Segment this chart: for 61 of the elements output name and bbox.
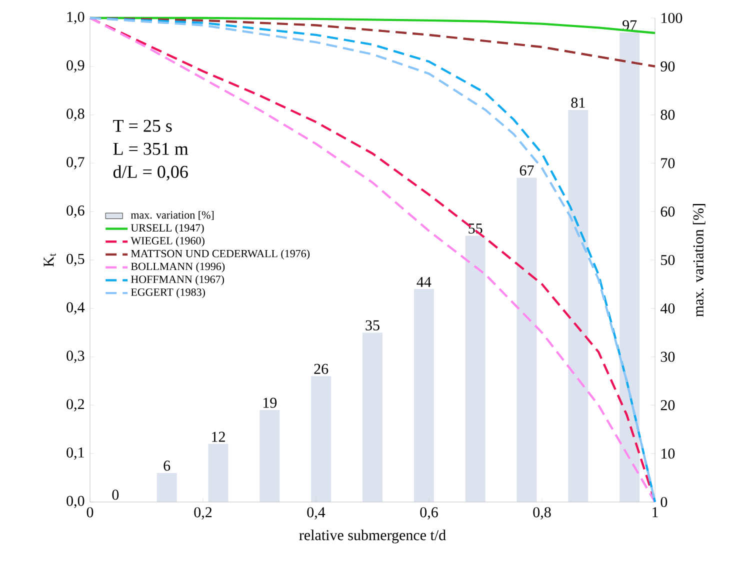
bar <box>568 110 588 502</box>
legend-label: MATTSON UND CEDERWALL (1976) <box>130 250 310 260</box>
y2-tick-label: 80 <box>660 110 675 120</box>
bar <box>465 236 486 502</box>
bar <box>516 178 537 502</box>
x-tick-label: 0 <box>86 507 94 518</box>
y2-tick-label: 90 <box>660 61 675 72</box>
y2-tick-label: 40 <box>660 303 675 314</box>
y2-tick-label: 60 <box>660 206 675 217</box>
data-label: 67 <box>520 165 534 176</box>
annotation: L = 351 m <box>113 142 188 155</box>
data-label: 81 <box>571 98 585 108</box>
x-axis-title: relative submergence t/d <box>299 530 446 544</box>
y2-tick-label: 70 <box>661 158 675 168</box>
bar <box>208 444 228 502</box>
y-axis-title: K$_{t}$ <box>44 253 56 267</box>
data-label: 0 <box>112 490 119 500</box>
bar <box>362 332 383 502</box>
y-tick-label: 0,0 <box>66 496 84 508</box>
legend-label: WIEGEL (1960) <box>130 236 204 247</box>
legend-label: HOFFMANN (1967) <box>130 275 224 286</box>
legend-label: EGGERT (1983) <box>130 288 205 298</box>
legend-label: BOLLMANN (1996) <box>130 262 225 272</box>
y-tick-label: 1,0 <box>67 12 84 24</box>
line-series <box>88 16 656 504</box>
y2-axis-title: max. variation [%] <box>692 204 706 317</box>
legend-label: max. variation [%] <box>130 210 214 220</box>
bar <box>260 410 280 502</box>
bar <box>620 32 640 502</box>
y2-tick-label: 10 <box>662 448 675 459</box>
data-label: 19 <box>263 398 277 408</box>
bar <box>414 289 434 502</box>
y2-tick-label: 0 <box>660 496 668 508</box>
y2-tick-label: 50 <box>661 254 675 266</box>
data-label: 6 <box>164 460 170 471</box>
annotation: d/L = 0,06 <box>113 165 188 181</box>
data-label: 12 <box>212 432 225 442</box>
y-tick-label: 0,6 <box>66 205 84 218</box>
x-tick-label: 1 <box>652 507 658 518</box>
bar <box>311 376 332 502</box>
y-tick-label: 0,4 <box>66 302 85 315</box>
legend-label: URSELL (1947) <box>130 224 204 234</box>
y-tick-label: 0,9 <box>66 60 84 73</box>
bar <box>156 472 177 502</box>
x-tick-label: 0,2 <box>194 507 212 520</box>
y-tick-label: 0,7 <box>66 157 84 170</box>
y-tick-label: 0,3 <box>66 350 84 363</box>
y-tick-label: 0,8 <box>66 108 84 121</box>
y2-tick-label: 20 <box>660 400 675 410</box>
x-tick-label: 0,4 <box>307 507 326 520</box>
y-tick-label: 0,1 <box>66 447 84 460</box>
y2-tick-label: 100 <box>662 12 682 24</box>
y-tick-label: 0,2 <box>66 399 84 412</box>
data-label: 26 <box>314 364 328 374</box>
y2-tick-label: 30 <box>660 352 675 362</box>
x-tick-label: 0,8 <box>533 507 551 520</box>
data-label: 44 <box>416 276 432 287</box>
x-tick-label: 0,6 <box>420 507 438 520</box>
data-label: 35 <box>366 320 380 330</box>
y-tick-label: 0,5 <box>66 254 84 266</box>
annotation: T = 25 s <box>113 120 172 132</box>
